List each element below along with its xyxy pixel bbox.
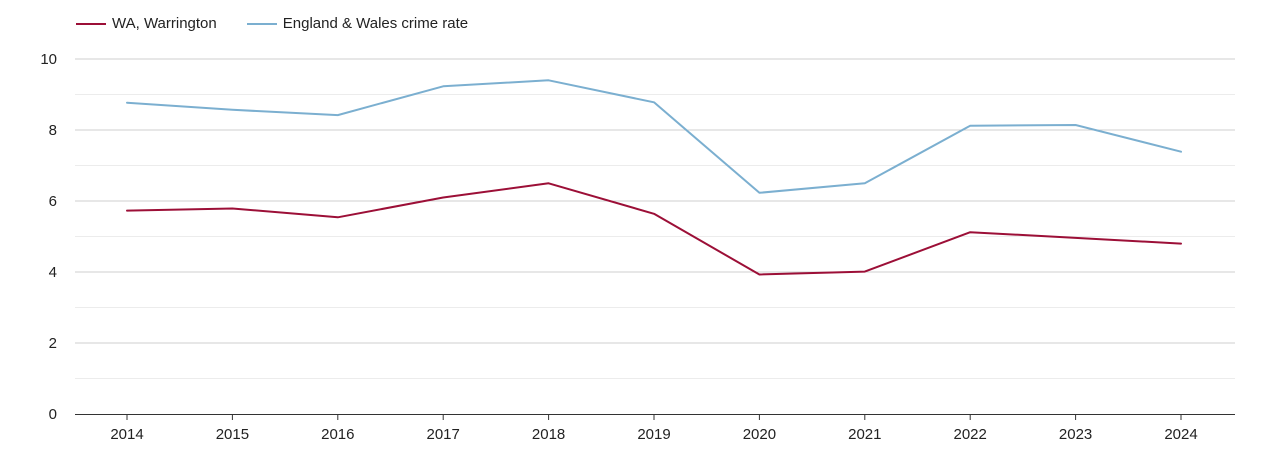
y-tick-label: 2 bbox=[49, 335, 57, 352]
y-tick-label: 4 bbox=[49, 264, 57, 281]
legend-item-warrington[interactable]: WA, Warrington bbox=[76, 15, 217, 32]
y-tick-label: 8 bbox=[49, 122, 57, 139]
legend-swatch-england-wales bbox=[246, 22, 277, 25]
x-tick-label: 2016 bbox=[321, 426, 354, 443]
x-tick-label: 2024 bbox=[1164, 426, 1197, 443]
x-tick-label: 2015 bbox=[216, 426, 249, 443]
y-tick-label: 0 bbox=[49, 406, 57, 423]
x-tick-label: 2014 bbox=[110, 426, 143, 443]
y-tick-label: 6 bbox=[49, 193, 57, 210]
legend-label-england-wales: England & Wales crime rate bbox=[282, 15, 469, 32]
x-tick-label: 2023 bbox=[1059, 426, 1092, 443]
legend-swatch-warrington bbox=[76, 22, 106, 25]
x-tick-label: 2021 bbox=[848, 426, 881, 443]
x-tick-label: 2020 bbox=[743, 426, 776, 443]
x-tick-label: 2022 bbox=[954, 426, 987, 443]
y-tick-label: 10 bbox=[40, 51, 57, 68]
series-line-wa-warrington bbox=[126, 182, 1182, 276]
chart-legend: WA, Warrington England & Wales crime rat… bbox=[76, 15, 498, 32]
x-tick-label: 2019 bbox=[637, 426, 670, 443]
x-tick-label: 2018 bbox=[532, 426, 565, 443]
x-tick-label: 2017 bbox=[427, 426, 460, 443]
series-line-england-wales-crime-rate bbox=[126, 79, 1182, 194]
gridlines bbox=[75, 58, 1235, 379]
legend-label-warrington: WA, Warrington bbox=[112, 15, 217, 32]
legend-item-england-wales[interactable]: England & Wales crime rate bbox=[246, 15, 469, 32]
